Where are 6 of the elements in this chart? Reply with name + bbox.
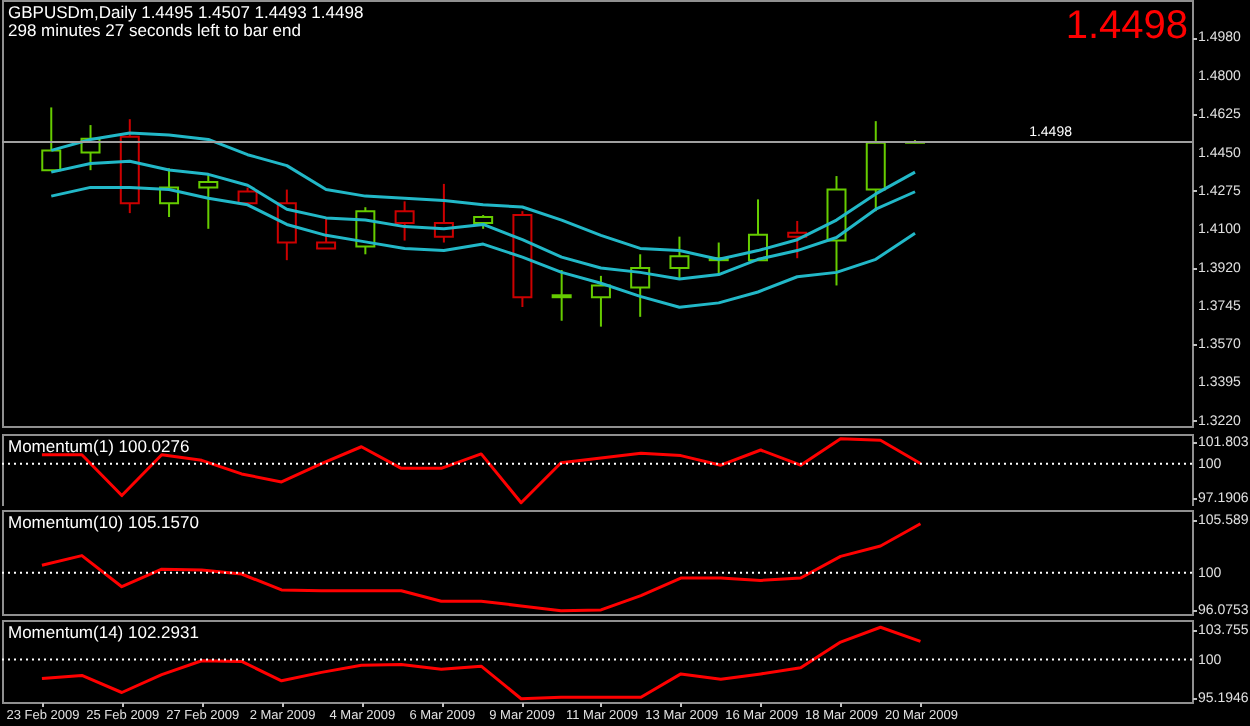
chart-title: GBPUSDm,Daily 1.4495 1.4507 1.4493 1.4498 xyxy=(8,2,364,22)
text: 298 minutes 27 seconds left to bar end xyxy=(8,20,302,40)
chart-title: Momentum(14) 102.2931 xyxy=(8,622,200,642)
chart-title: Momentum(10) 105.1570 xyxy=(8,512,200,532)
text: 1.4498 xyxy=(1065,4,1188,48)
chart-title: Momentum(1) 100.0276 xyxy=(8,436,190,456)
